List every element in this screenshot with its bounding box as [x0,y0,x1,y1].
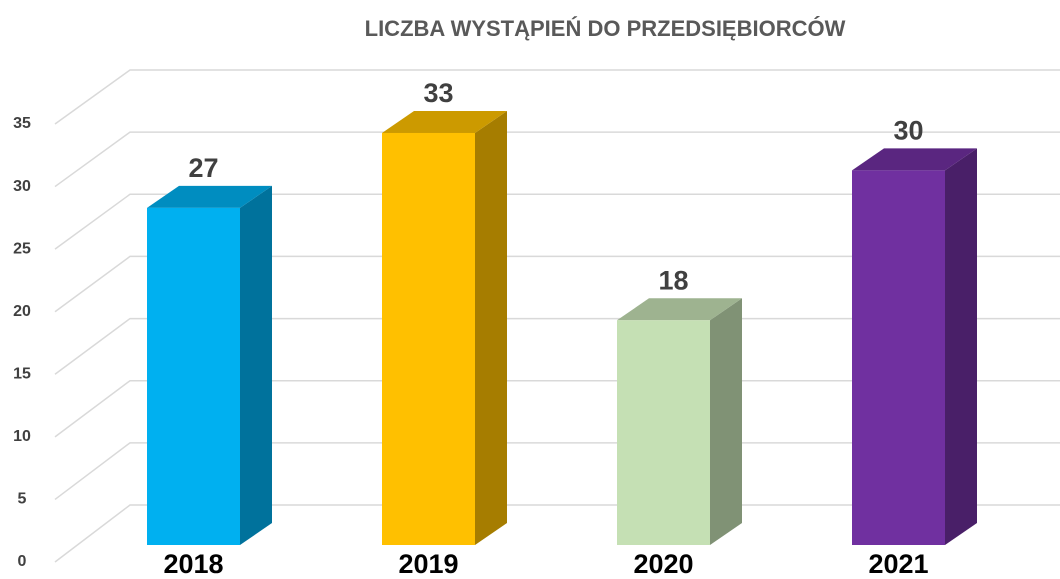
grid-line [54,504,1060,563]
y-tick-label: 5 [18,491,27,508]
bar-side [710,298,742,545]
grid-line [54,69,1060,125]
x-tick-label: 2018 [163,549,223,579]
x-tick-label: 2020 [633,549,693,579]
y-tick-label: 20 [13,303,31,320]
grid-line [54,131,1060,188]
grid-line [54,442,1060,501]
data-label: 30 [893,116,923,146]
bar [852,170,945,545]
data-label: 27 [188,153,218,183]
y-tick-label: 30 [13,178,31,195]
grid-line [54,255,1060,313]
y-tick-label: 0 [18,553,27,570]
bar-top [382,110,507,133]
y-tick-label: 25 [13,240,31,257]
grid-line [54,193,1060,250]
bar [147,207,240,545]
bar [617,320,710,545]
grid-line [54,379,1060,438]
bar-top [617,298,742,321]
bar [382,132,475,545]
y-tick-label: 35 [13,115,31,132]
x-tick-label: 2021 [868,549,928,579]
y-tick-label: 10 [13,428,31,445]
bar-top [147,185,272,208]
bar-side [240,185,272,545]
data-label: 18 [658,265,688,295]
bar-side [475,110,507,545]
bar-top [852,148,977,171]
grid-line [54,317,1060,375]
chart-title: LICZBA WYSTĄPIEŃ DO PRZEDSIĘBIORCÓW [365,16,846,41]
x-tick-label: 2019 [398,549,458,579]
y-tick-label: 15 [13,366,31,383]
data-label: 33 [423,78,453,108]
bar-side [945,148,977,545]
